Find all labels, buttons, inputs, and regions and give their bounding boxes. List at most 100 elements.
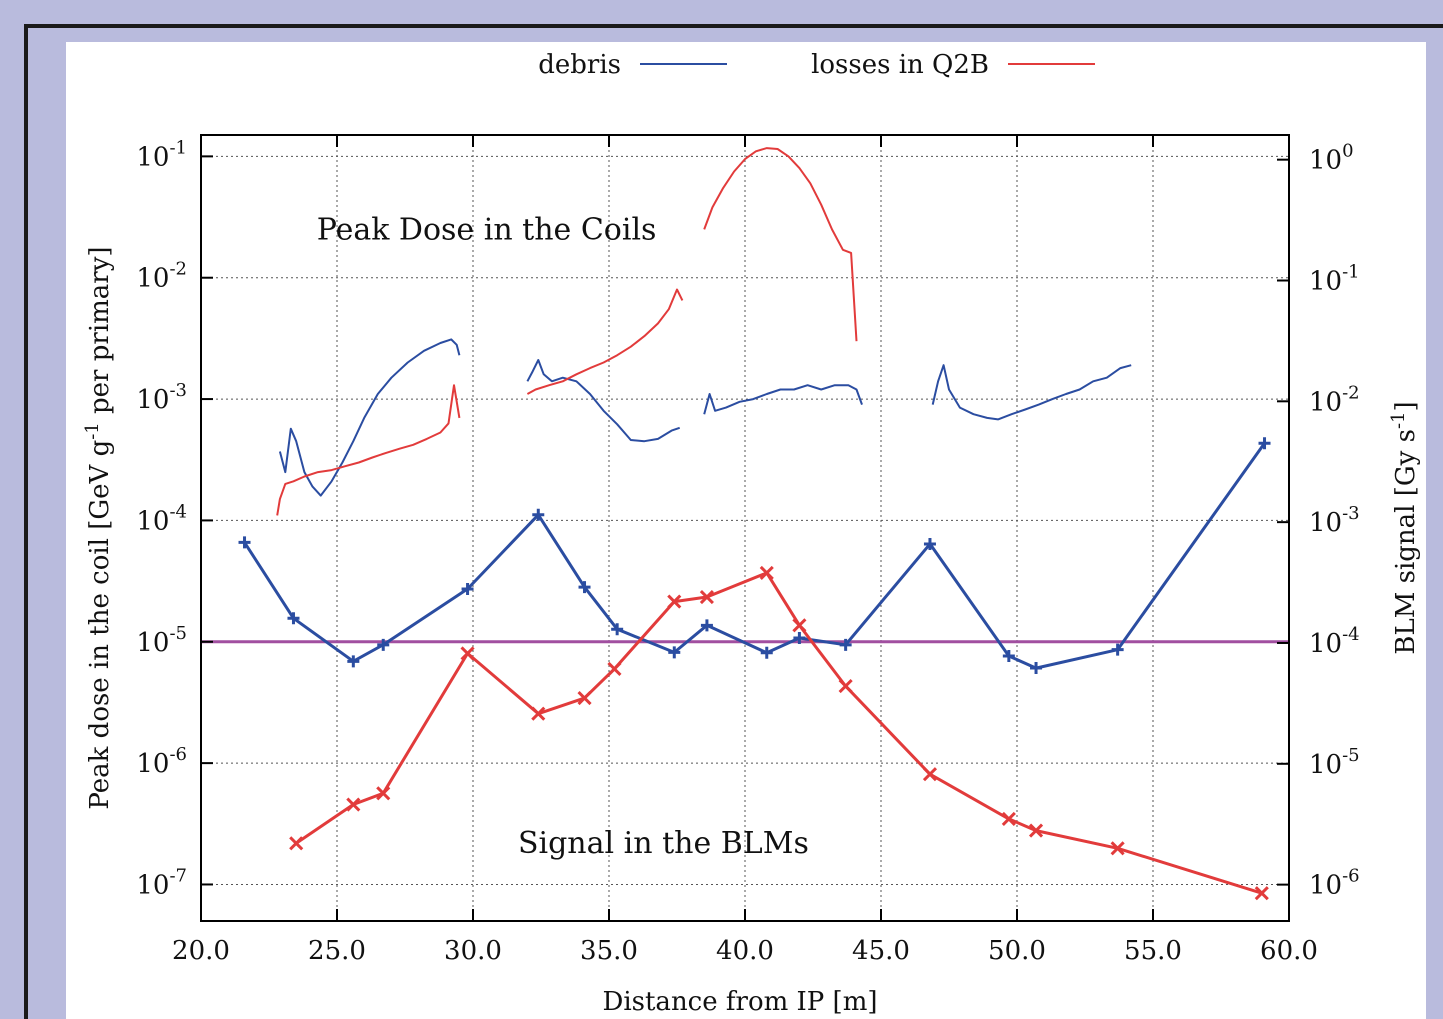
blm-point-debris <box>1258 437 1271 450</box>
x-tick-label: 25.0 <box>308 936 366 966</box>
y-axis-label-right: BLM signal [Gy s-1] <box>1388 401 1421 654</box>
x-tick-label: 45.0 <box>852 936 910 966</box>
blm-point-debris <box>760 646 773 659</box>
y-right-tick-label: 100 <box>1309 141 1354 176</box>
blm-point-losses-in-q2b <box>759 565 774 580</box>
y-axis-label-left: Peak dose in the coil [GeV g-1 per prima… <box>82 246 115 809</box>
x-tick-label: 20.0 <box>172 936 230 966</box>
tick-exponent: -5 <box>1342 745 1360 766</box>
blm-point-losses-in-q2b <box>792 618 807 633</box>
blm-point-losses-in-q2b <box>1028 823 1044 838</box>
tick-base: 10 <box>136 749 169 779</box>
blm-point-debris <box>532 508 545 521</box>
tick-base: 10 <box>1309 508 1342 538</box>
tick-base: 10 <box>136 506 169 536</box>
y-right-tick-label: 10-1 <box>1309 261 1360 296</box>
tick-exponent: -1 <box>169 137 187 158</box>
tick-base: 10 <box>1309 629 1342 659</box>
y-left-tick-label: 10-1 <box>136 137 187 172</box>
y-right-label-main: BLM signal [Gy s <box>1391 429 1421 655</box>
y-right-label-sup: -1 <box>1388 412 1409 430</box>
legend-label-debris: debris <box>538 50 621 80</box>
y-right-tick-label: 10-2 <box>1309 382 1360 417</box>
y-right-tick-label: 10-5 <box>1309 745 1360 780</box>
tick-exponent: -4 <box>169 501 187 522</box>
coil-line-debris-2 <box>703 384 863 415</box>
coil-line-debris-0 <box>278 338 461 497</box>
blm-point-losses-in-q2b <box>577 691 592 706</box>
blm-point-debris <box>611 623 624 636</box>
ticks: 20.0 25.0 30.0 35.0 40.0 45.0 50.0 55.0 60.010-1… <box>136 135 1360 966</box>
blm-point-debris <box>700 619 713 632</box>
y-left-label-tail: per primary] <box>85 246 115 422</box>
tick-exponent: 0 <box>1342 141 1353 162</box>
x-tick-label: 40.0 <box>716 936 774 966</box>
tick-exponent: -6 <box>169 744 187 765</box>
blm-point-losses-in-q2b <box>1254 886 1269 901</box>
coil-line-debris-1 <box>526 359 681 443</box>
blm-point-losses-in-q2b <box>376 786 391 801</box>
x-tick-label: 35.0 <box>580 936 638 966</box>
y-left-tick-label: 10-5 <box>136 623 187 658</box>
blm-point-losses-in-q2b <box>346 797 361 812</box>
tick-base: 10 <box>1309 750 1342 780</box>
blm-point-debris <box>839 638 852 651</box>
tick-base: 10 <box>136 628 169 658</box>
y-right-tick-label: 10-4 <box>1309 624 1360 659</box>
tick-exponent: -7 <box>169 865 187 886</box>
tick-exponent: -2 <box>1342 382 1360 403</box>
tick-exponent: -5 <box>169 623 187 644</box>
y-left-tick-label: 10-7 <box>136 865 187 900</box>
tick-exponent: -3 <box>1342 503 1360 524</box>
blm-point-debris <box>377 638 390 651</box>
x-tick-label: 55.0 <box>1124 936 1182 966</box>
y-left-label-main: Peak dose in the coil [GeV g <box>85 440 115 810</box>
tick-exponent: -2 <box>169 259 187 280</box>
y-right-tick-label: 10-3 <box>1309 503 1360 538</box>
coil-line-losses-in-q2b-0 <box>276 384 461 516</box>
blm-point-debris <box>1111 643 1124 656</box>
blm-point-debris <box>578 581 591 594</box>
tick-base: 10 <box>1309 146 1342 176</box>
legend-label-losses: losses in Q2B <box>811 50 989 80</box>
blm-point-debris <box>1030 662 1043 675</box>
blm-line-debris <box>243 442 1266 670</box>
blm-point-losses-in-q2b <box>1001 811 1016 826</box>
tick-base: 10 <box>1309 387 1342 417</box>
y-right-label-tail: ] <box>1391 401 1421 411</box>
blm-point-losses-in-q2b <box>607 661 622 676</box>
y-left-tick-label: 10-6 <box>136 744 187 779</box>
coil-line-debris-3 <box>931 364 1132 421</box>
blm-point-debris <box>793 631 806 644</box>
blm-point-debris <box>287 612 300 625</box>
blm-point-losses-in-q2b <box>1110 841 1125 856</box>
blm-point-losses-in-q2b <box>667 594 682 609</box>
blm-point-losses-in-q2b <box>922 767 938 782</box>
blm-point-losses-in-q2b <box>838 678 853 694</box>
blm-point-debris <box>347 655 360 668</box>
series-layer <box>238 147 1271 901</box>
blm-point-debris <box>1002 650 1015 663</box>
y-left-tick-label: 10-4 <box>136 501 187 536</box>
tick-base: 10 <box>136 870 169 900</box>
annotation-blm-signal: Signal in the BLMs <box>518 826 809 861</box>
y-right-tick-label: 10-6 <box>1309 866 1360 901</box>
blm-point-losses-in-q2b <box>460 646 475 661</box>
blm-point-debris <box>461 582 474 595</box>
tick-exponent: -3 <box>169 380 187 401</box>
x-tick-label: 50.0 <box>988 936 1046 966</box>
blm-point-debris <box>238 536 251 549</box>
blm-point-losses-in-q2b <box>531 706 546 721</box>
tick-base: 10 <box>1309 871 1342 901</box>
tick-exponent: -1 <box>1342 261 1360 282</box>
coil-line-losses-in-q2b-2 <box>703 147 858 342</box>
chart-panel <box>66 42 1426 1019</box>
tick-base: 10 <box>136 264 169 294</box>
x-tick-label: 60.0 <box>1260 936 1318 966</box>
tick-exponent: -4 <box>1342 624 1360 645</box>
coil-line-losses-in-q2b-1 <box>526 288 684 395</box>
blm-point-debris <box>668 646 681 659</box>
legend: debris losses in Q2B <box>538 50 1095 80</box>
tick-base: 10 <box>136 385 169 415</box>
